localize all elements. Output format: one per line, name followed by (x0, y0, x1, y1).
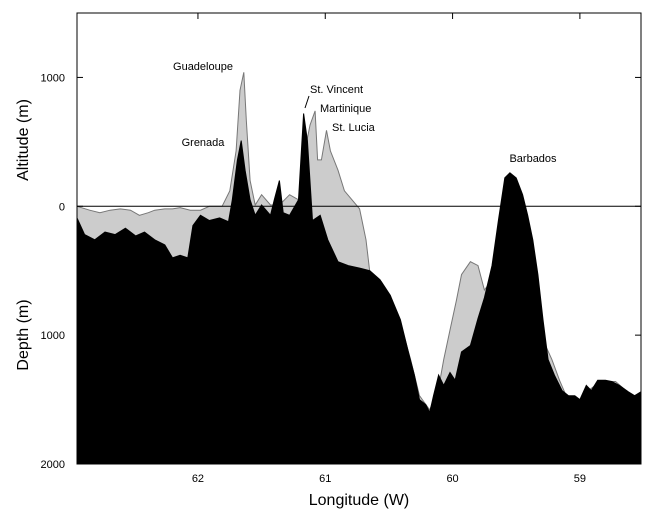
annotation: St. Lucia (332, 122, 376, 134)
annotation-leader (304, 95, 310, 109)
y-tick-label: 0 (59, 201, 65, 213)
y-tick-label: 1000 (41, 72, 65, 84)
annotation: Martinique (320, 103, 371, 115)
annotation: St. Vincent (310, 84, 363, 96)
profile-area (76, 113, 642, 465)
y-axis-label: Depth (m) (15, 299, 32, 370)
y-tick-label: 2000 (41, 459, 65, 471)
x-tick-label: 62 (192, 473, 204, 485)
plot-frame (76, 12, 642, 465)
x-tick-label: 59 (574, 473, 586, 485)
annotation: Guadeloupe (173, 61, 233, 73)
y-axis-label: Altitude (m) (15, 99, 32, 181)
annotation: Grenada (182, 137, 226, 149)
annotation: Barbados (509, 153, 557, 165)
x-axis-label: Longitude (W) (309, 492, 410, 509)
x-tick-label: 60 (446, 473, 458, 485)
y-tick-label: 1000 (41, 330, 65, 342)
x-tick-label: 61 (319, 473, 331, 485)
